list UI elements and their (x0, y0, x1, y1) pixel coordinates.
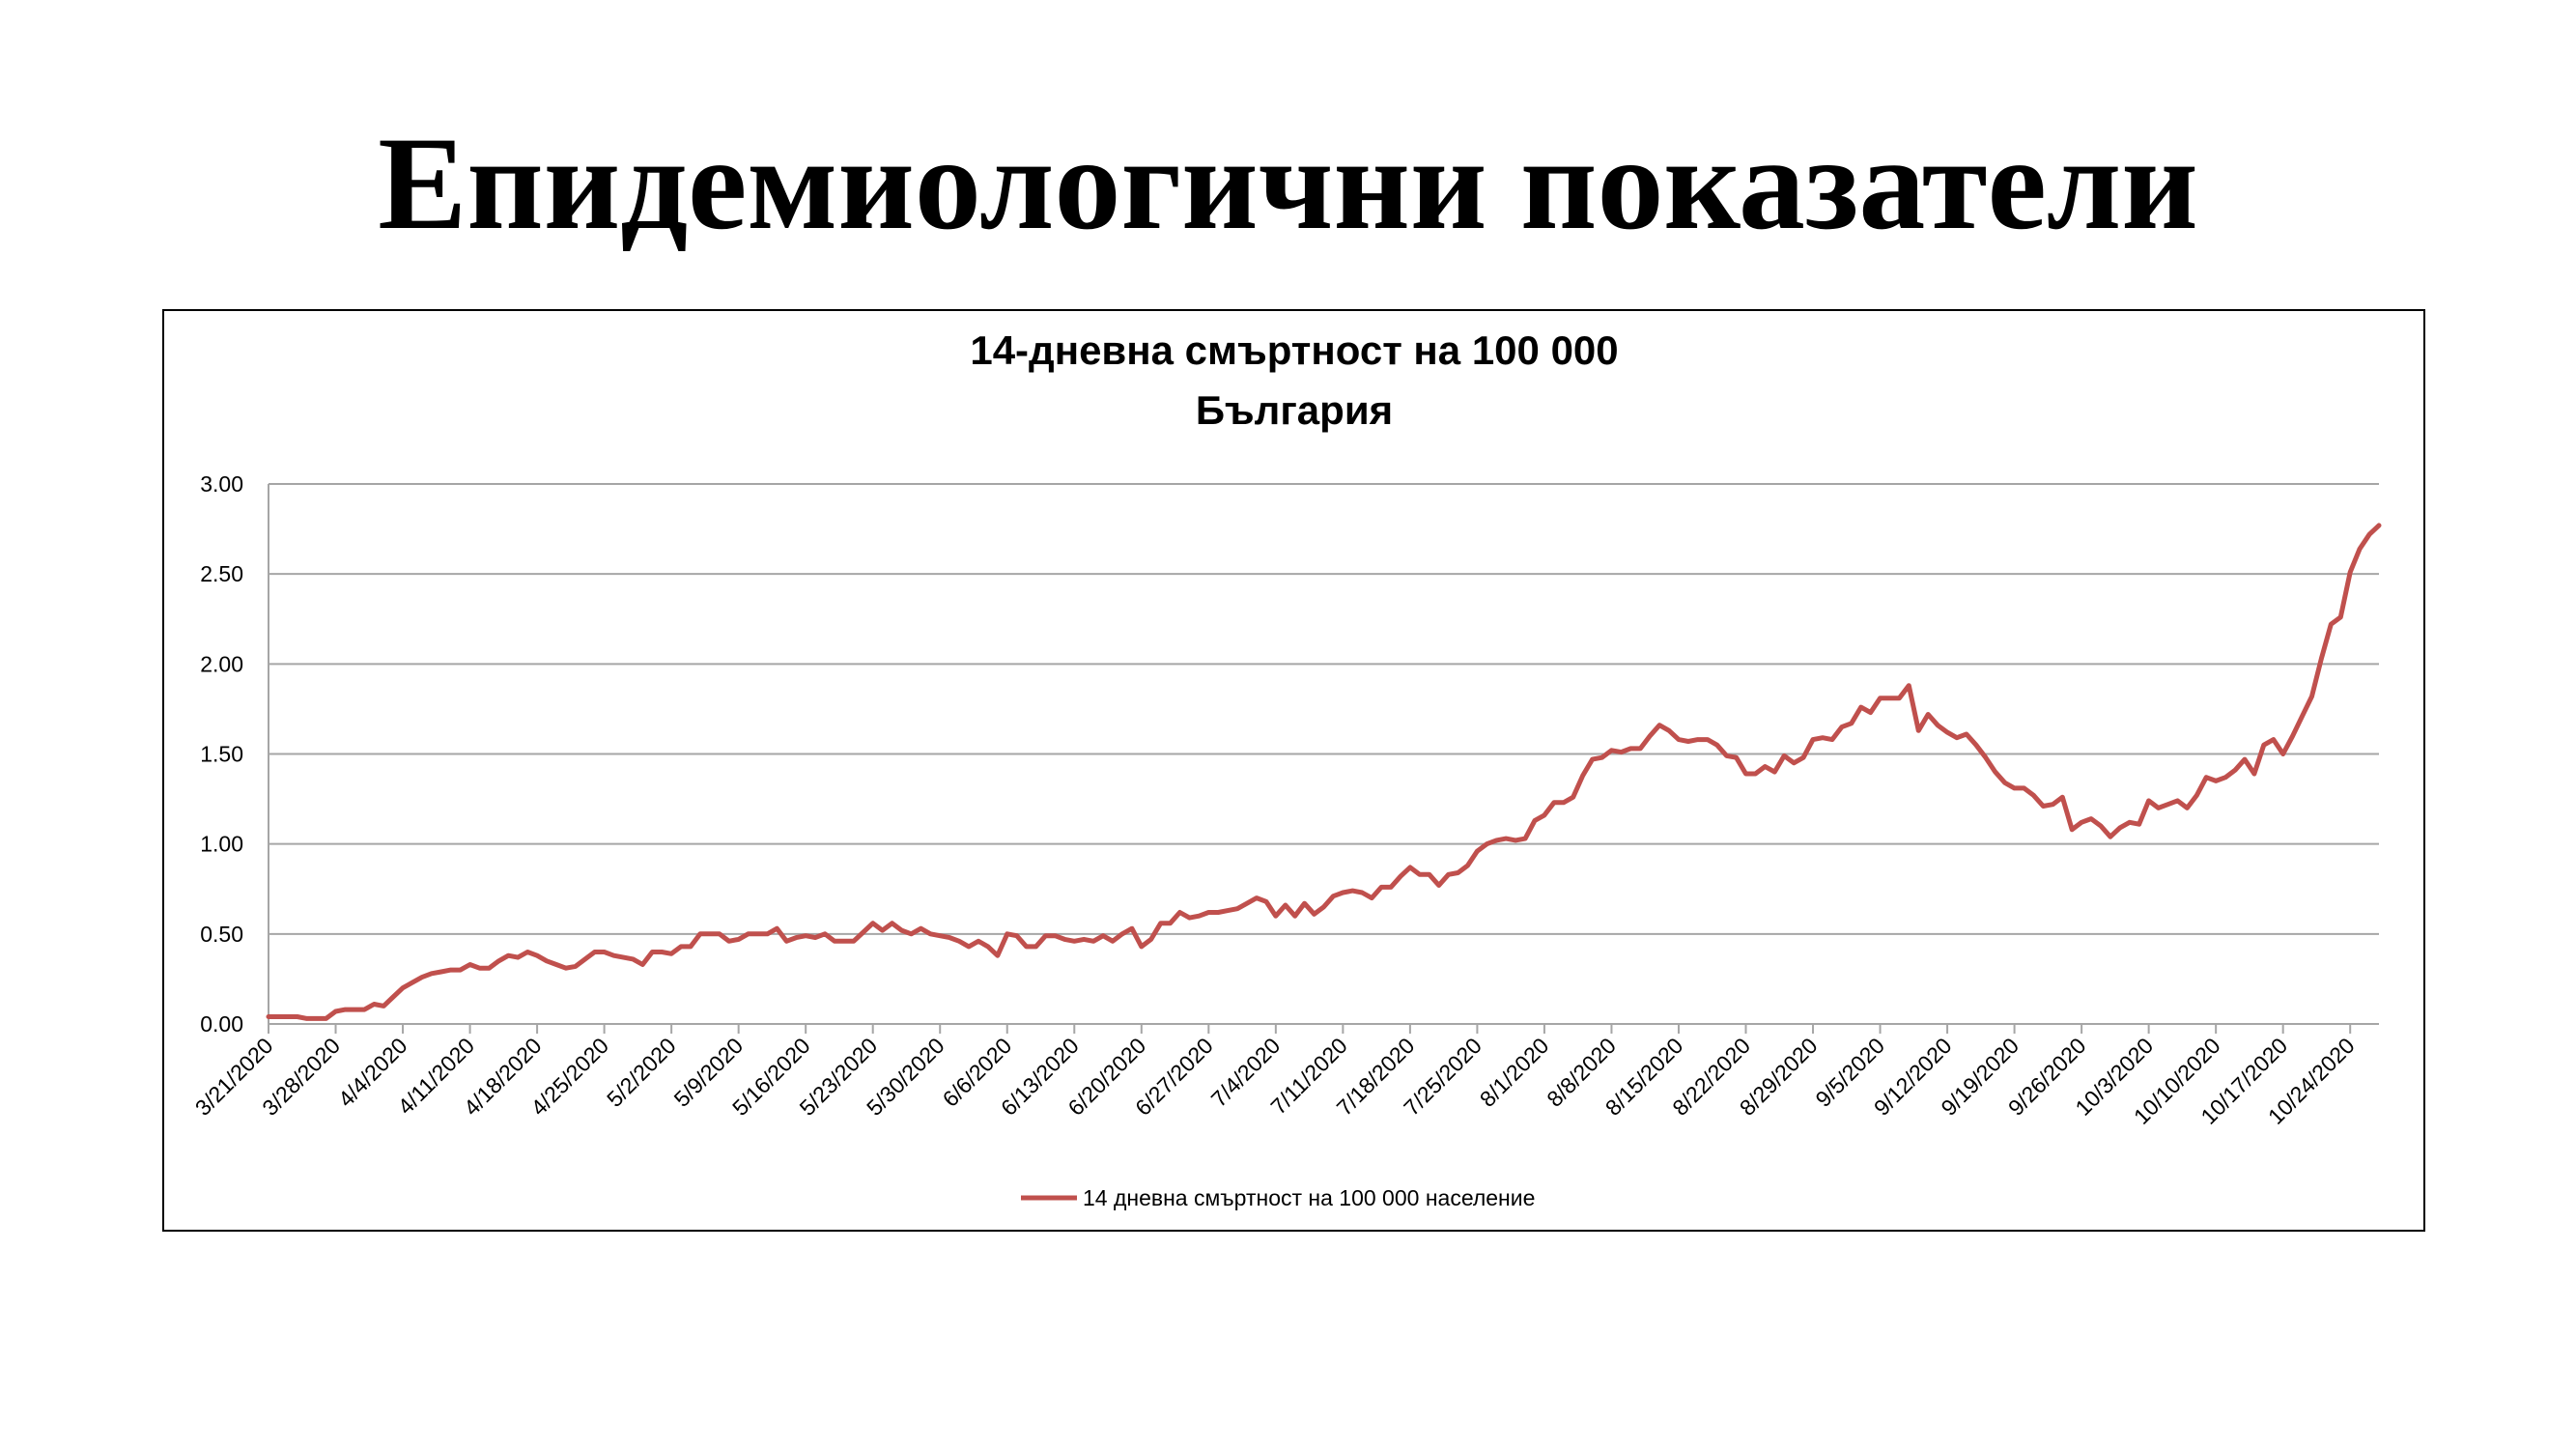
y-tick-label: 1.00 (200, 832, 243, 857)
x-tick-label: 8/1/2020 (1475, 1033, 1554, 1112)
series-layer (266, 523, 2382, 1021)
slide-title: Епидемиологични показатели (378, 109, 2198, 257)
y-axis: 0.00 0.50 1.00 1.50 2.00 2.50 3.00 (200, 471, 269, 1037)
legend-label: 14 дневна смъртност на 100 000 население (1083, 1185, 1535, 1210)
y-tick-label: 3.00 (200, 471, 243, 497)
y-tick-label: 2.00 (200, 651, 243, 676)
chart-subtitle: България (1196, 387, 1393, 433)
series-line (266, 523, 2382, 1021)
y-tick-label: 0.50 (200, 922, 243, 947)
x-axis: 3/21/20203/28/20204/4/20204/11/20204/18/… (190, 1023, 2379, 1129)
legend: 14 дневна смъртност на 100 000 население (1021, 1185, 1535, 1210)
x-tick-label: 5/2/2020 (602, 1033, 681, 1112)
line-chart: 14-дневна смъртност на 100 000 България … (190, 327, 2382, 1210)
y-tick-label: 1.50 (200, 742, 243, 767)
chart-frame: 14-дневна смъртност на 100 000 България … (162, 309, 2425, 1232)
y-tick-label: 2.50 (200, 561, 243, 586)
y-tick-label: 0.00 (200, 1011, 243, 1037)
chart-title: 14-дневна смъртност на 100 000 (970, 327, 1618, 373)
gridlines (269, 483, 2379, 1025)
